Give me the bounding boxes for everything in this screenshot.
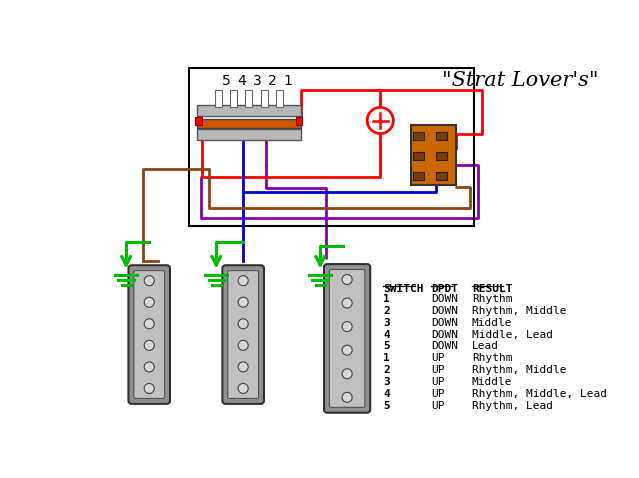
Text: 4: 4 [383,389,390,399]
Bar [436,132,447,140]
Circle shape [238,340,248,350]
Text: UP: UP [431,377,445,387]
Bar [215,90,222,107]
Text: DPDT: DPDT [431,284,458,294]
Text: Rhythm: Rhythm [472,294,512,304]
Bar [197,129,301,140]
Text: UP: UP [431,353,445,363]
Text: UP: UP [431,365,445,375]
Text: Middle, Lead: Middle, Lead [472,329,553,339]
Circle shape [144,297,154,307]
Text: RESULT: RESULT [472,284,512,294]
Circle shape [342,345,352,355]
FancyBboxPatch shape [227,271,259,399]
Circle shape [342,322,352,332]
Circle shape [342,369,352,379]
Text: DOWN: DOWN [431,294,458,304]
Circle shape [144,362,154,372]
Text: 2: 2 [383,306,390,315]
Text: DOWN: DOWN [431,341,458,351]
Text: 1: 1 [383,353,390,363]
Circle shape [342,274,352,284]
FancyBboxPatch shape [134,271,165,399]
Text: UP: UP [431,401,445,411]
Circle shape [238,297,248,307]
FancyBboxPatch shape [324,264,370,413]
Bar [189,68,474,226]
Text: Rhythm, Lead: Rhythm, Lead [472,401,553,411]
Text: 2: 2 [383,365,390,375]
Bar [196,118,201,125]
Circle shape [144,276,154,286]
Text: 2: 2 [268,74,277,87]
Bar [197,105,301,116]
Bar [411,125,456,185]
Bar [245,90,252,107]
Text: 4: 4 [383,329,390,339]
Bar [436,172,447,180]
Circle shape [144,340,154,350]
Circle shape [342,298,352,308]
Text: SWITCH: SWITCH [383,284,424,294]
Text: Middle: Middle [472,317,512,327]
Bar [295,118,302,125]
Circle shape [238,276,248,286]
FancyBboxPatch shape [128,265,170,404]
FancyBboxPatch shape [330,270,365,407]
Text: Rhythm: Rhythm [472,353,512,363]
Bar [197,119,301,128]
Text: 3: 3 [252,74,261,87]
Circle shape [367,108,394,133]
Circle shape [342,392,352,402]
Circle shape [144,319,154,329]
Circle shape [238,319,248,329]
Bar [276,90,283,107]
Text: DOWN: DOWN [431,306,458,315]
Bar [413,172,424,180]
Text: Rhythm, Middle: Rhythm, Middle [472,365,566,375]
Bar [413,132,424,140]
Bar [436,152,447,160]
FancyBboxPatch shape [222,265,264,404]
Text: DOWN: DOWN [431,329,458,339]
Circle shape [238,383,248,393]
Text: UP: UP [431,389,445,399]
Text: 3: 3 [383,377,390,387]
Text: 1: 1 [283,74,292,87]
Circle shape [238,362,248,372]
Text: Lead: Lead [472,341,499,351]
Text: 1: 1 [383,294,390,304]
Text: 5: 5 [222,74,231,87]
Text: 5: 5 [383,341,390,351]
Text: 3: 3 [383,317,390,327]
Text: Middle: Middle [472,377,512,387]
Bar [413,152,424,160]
Text: DOWN: DOWN [431,317,458,327]
Text: Rhythm, Middle: Rhythm, Middle [472,306,566,315]
Text: "Strat Lover's": "Strat Lover's" [442,71,598,90]
Bar [261,90,268,107]
Text: 4: 4 [237,74,246,87]
Circle shape [144,383,154,393]
Text: Rhythm, Middle, Lead: Rhythm, Middle, Lead [472,389,607,399]
Text: 5: 5 [383,401,390,411]
Bar [230,90,237,107]
